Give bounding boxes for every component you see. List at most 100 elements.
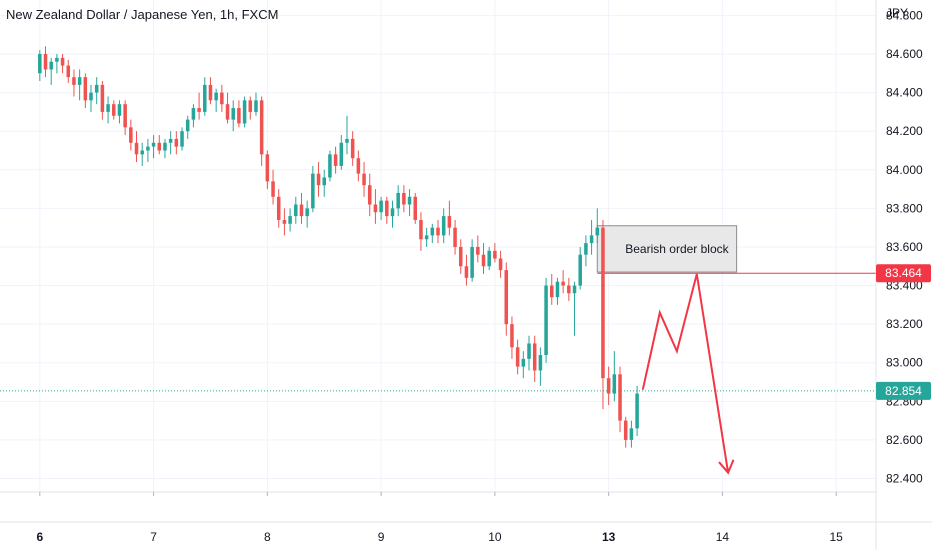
candle-body — [151, 142, 156, 147]
x-tick-label: 8 — [264, 530, 271, 544]
candle-body — [38, 54, 42, 74]
candle-body — [157, 142, 162, 151]
candle-body — [140, 150, 144, 155]
candle-body — [407, 196, 412, 205]
candle-body — [117, 104, 122, 116]
candle-body — [282, 219, 287, 224]
candle-body — [191, 108, 196, 120]
x-tick-label: 6 — [36, 530, 43, 544]
candle-body — [225, 104, 230, 120]
candle-body — [305, 208, 309, 217]
candle-body — [578, 254, 582, 286]
candle-body — [231, 108, 235, 120]
candle-body — [447, 216, 452, 228]
candle-body — [83, 77, 88, 101]
candle-body — [584, 243, 588, 255]
candle-body — [481, 254, 486, 267]
candle-body — [373, 204, 378, 213]
candle-body — [493, 250, 497, 259]
candle-body — [453, 227, 457, 247]
candle-body — [106, 104, 110, 112]
candle-body — [237, 108, 241, 124]
y-tick-label: 83.600 — [886, 240, 923, 254]
candle-body — [487, 250, 491, 267]
candle-body — [163, 142, 167, 151]
candle-body — [390, 208, 395, 217]
y-tick-label: 84.400 — [886, 86, 923, 100]
candle-body — [350, 138, 355, 159]
candle-body — [72, 77, 76, 85]
candle-body — [259, 100, 264, 155]
candle-body — [567, 285, 571, 294]
candle-body — [49, 61, 53, 70]
candle-body — [134, 142, 139, 155]
x-tick-label: 13 — [602, 530, 616, 544]
candle-body — [589, 235, 594, 244]
candle-body — [146, 146, 150, 151]
candle-body — [521, 358, 526, 367]
candle-body — [339, 142, 344, 166]
candle-body — [385, 200, 389, 217]
candle-body — [345, 138, 349, 143]
candle-body — [123, 104, 127, 128]
candle-body — [328, 154, 332, 178]
candle-body — [550, 285, 554, 298]
candle-body — [89, 92, 93, 101]
candle-body — [561, 281, 565, 286]
y-tick-label: 82.600 — [886, 433, 923, 447]
candle-body — [430, 227, 435, 236]
chart-title: New Zealand Dollar / Japanese Yen, 1h, F… — [6, 7, 279, 22]
candle-body — [288, 216, 292, 224]
y-tick-label: 84.800 — [886, 8, 923, 22]
candle-body — [43, 54, 48, 70]
candle-body — [180, 131, 184, 147]
candle-body — [299, 204, 304, 217]
candle-body — [379, 200, 383, 213]
projection-path — [641, 273, 730, 473]
candle-body — [601, 227, 605, 379]
candle-body — [214, 92, 218, 101]
candle-body — [316, 173, 321, 186]
candle-body — [498, 258, 503, 271]
candle-body — [208, 84, 213, 101]
candle-body — [168, 138, 173, 143]
x-tick-label: 15 — [830, 530, 844, 544]
currency-label: JPY — [886, 6, 908, 20]
y-tick-label: 84.600 — [886, 47, 923, 61]
candle-body — [623, 420, 628, 440]
candle-body — [424, 235, 429, 240]
candle-body — [112, 104, 116, 116]
y-tick-label: 84.000 — [886, 163, 923, 177]
candle-body — [174, 138, 179, 147]
y-tick-label: 83.000 — [886, 356, 923, 370]
candle-body — [419, 219, 423, 240]
projection-arrow-head — [718, 459, 735, 475]
candle-body — [254, 100, 258, 112]
candle-body — [276, 196, 281, 220]
candle-body — [510, 324, 514, 348]
candle-body — [402, 192, 406, 205]
x-tick-label: 14 — [716, 530, 730, 544]
candle-body — [77, 77, 82, 85]
candle-body — [441, 216, 446, 236]
candle-body — [220, 92, 224, 105]
order-block-label: Bearish order block — [625, 242, 729, 256]
candle-body — [595, 227, 600, 236]
order-block-box — [596, 225, 738, 273]
candle-body — [333, 154, 338, 166]
candle-body — [572, 285, 577, 294]
candle-body — [203, 84, 207, 112]
candle-body — [413, 196, 418, 220]
y-tick-label: 83.800 — [886, 201, 923, 215]
candle-body — [464, 266, 469, 278]
candle-body — [248, 100, 253, 112]
candle-body — [362, 173, 366, 186]
candle-body — [271, 181, 275, 197]
candle-body — [532, 343, 537, 371]
last-price-label: 82.854 — [885, 384, 922, 398]
candle-body — [629, 428, 634, 440]
candle-body — [322, 177, 326, 186]
candle-body — [396, 192, 400, 209]
candle-body — [60, 57, 65, 66]
